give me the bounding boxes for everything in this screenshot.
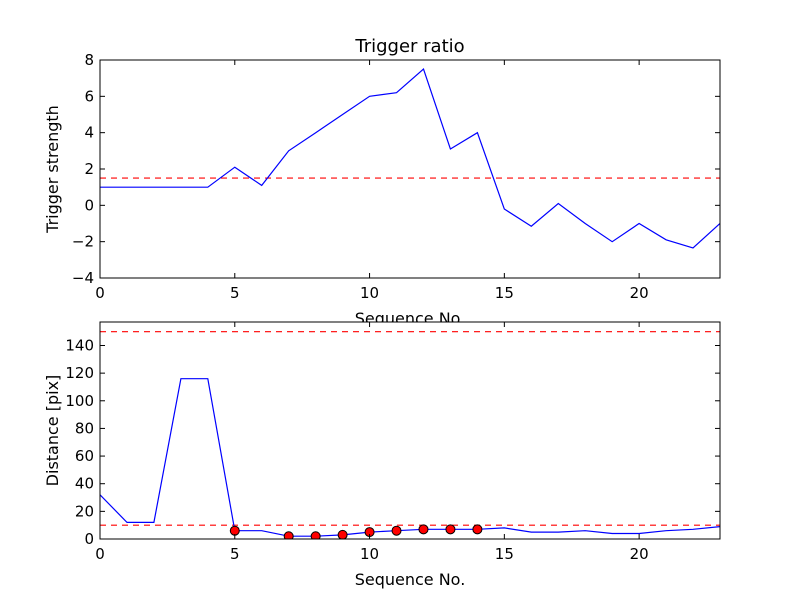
chart2-data-point-3	[337, 529, 348, 539]
chart2-x-tick-label-0: 0	[95, 545, 105, 563]
chart2-data-point-8	[472, 524, 483, 535]
chart1-y-tick-label-1: −2	[72, 233, 94, 251]
chart2-data-point-2	[310, 531, 321, 539]
chart1-x-tick-label-1: 5	[230, 284, 240, 302]
chart2-y-tick-label-7: 140	[65, 336, 94, 354]
chart1-plot-content	[100, 68, 720, 249]
chart1-title: Trigger ratio	[354, 36, 464, 57]
chart1-y-tick-label-6: 8	[84, 51, 94, 69]
chart2-y-tick-label-3: 60	[75, 447, 94, 465]
chart1-x-tick-label-4: 20	[630, 284, 649, 302]
chart2-x-tick-label-4: 20	[630, 545, 649, 563]
chart1-y-tick-label-2: 0	[84, 196, 94, 214]
chart1-y-tick-label-3: 2	[84, 160, 94, 178]
chart1-x-tick-label-3: 15	[495, 284, 514, 302]
chart2-y-tick-label-2: 40	[75, 475, 94, 493]
chart1-y-tick-label-4: 4	[84, 124, 94, 142]
chart2-data-point-5	[391, 525, 402, 536]
chart1-x-tick-label-0: 0	[95, 284, 105, 302]
chart2-y-tick-label-4: 80	[75, 419, 94, 437]
chart2-group: 0 5 10 15 20 0 20 40 60 80 100 120 140 Sequence No. Di…	[43, 321, 721, 589]
chart2-axes-frame	[99, 321, 721, 540]
chart2-x-axis-label: Sequence No.	[355, 570, 466, 589]
chart2-data-point-7	[445, 524, 456, 535]
chart1-x-tick-label-2: 10	[360, 284, 379, 302]
chart2-x-tick-label-3: 15	[495, 545, 514, 563]
chart2-series-line-0	[100, 378, 720, 537]
chart2-plot-content	[100, 331, 720, 539]
chart2-y-axis-label: Distance [pix]	[43, 375, 62, 487]
chart2-plot-area	[100, 322, 720, 539]
chart2-x-tick-label-2: 10	[360, 545, 379, 563]
chart2-y-tick-label-5: 100	[65, 392, 94, 410]
chart1-series-line-0	[100, 68, 720, 249]
chart2-y-tick-label-6: 120	[65, 364, 94, 382]
chart2-data-point-0	[229, 525, 240, 536]
chart2-data-point-6	[418, 524, 429, 535]
chart1-y-axis-label: Trigger strength	[43, 105, 62, 234]
chart1-y-tick-label-0: −4	[72, 269, 94, 287]
chart1-y-tick-label-5: 6	[84, 87, 94, 105]
chart2-y-tick-label-0: 0	[84, 530, 94, 548]
chart2-x-tick-label-1: 5	[230, 545, 240, 563]
chart1-plot-area	[100, 60, 720, 278]
chart2-data-point-1	[283, 531, 294, 539]
chart2-y-tick-label-1: 20	[75, 502, 94, 520]
